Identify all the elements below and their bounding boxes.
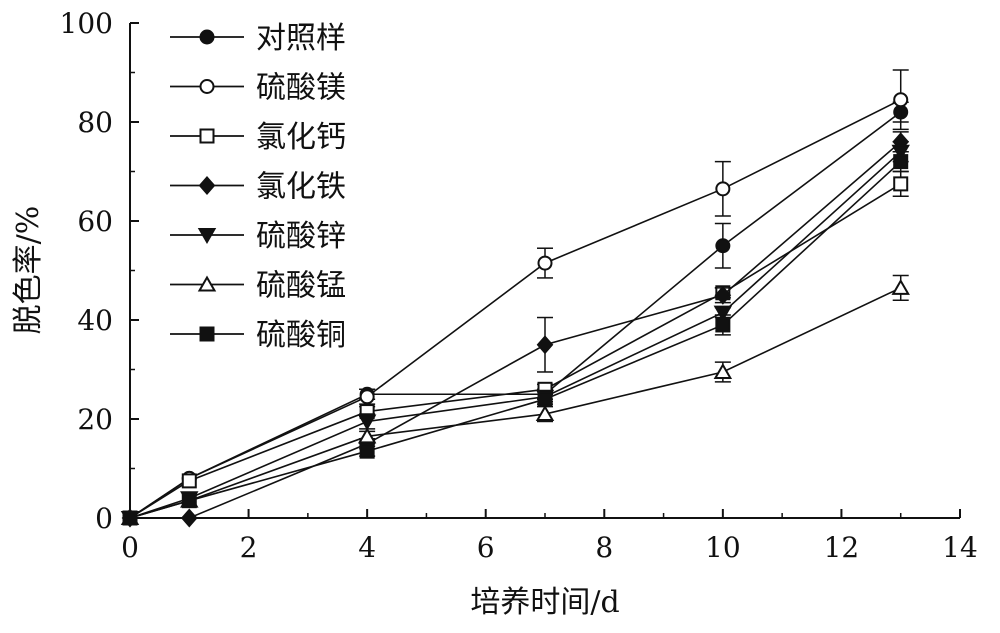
series-line: [129, 287, 902, 519]
y-tick-label-2: 40: [77, 304, 113, 337]
legend-marker: [199, 326, 215, 342]
legend-marker: [199, 29, 215, 45]
x-tick-label-2: 4: [358, 531, 376, 564]
y-axis-title: 脱色率/%: [11, 206, 46, 335]
legend-item-1: 对照样: [170, 21, 346, 56]
x-tick-label-5: 10: [705, 531, 741, 564]
x-tick-label-3: 6: [477, 531, 495, 564]
legend-label: 氯化钙: [256, 120, 346, 155]
legend-label: 硫酸锌: [256, 219, 346, 254]
data-point: [715, 317, 731, 333]
data-point: [535, 405, 555, 422]
data-point: [715, 181, 731, 197]
legend-item-5: 硫酸锌: [170, 219, 346, 254]
data-point: [714, 285, 732, 305]
data-point: [180, 508, 198, 528]
data-point: [537, 255, 553, 271]
y-tick-label-4: 80: [77, 106, 113, 139]
legend-label: 对照样: [256, 21, 346, 56]
legend-item-4: 氯化铁: [170, 170, 346, 205]
series-3: [122, 170, 909, 526]
legend-marker: [199, 79, 215, 94]
series-4: [121, 131, 910, 528]
x-tick-label-7: 14: [942, 531, 978, 564]
legend-item-7: 硫酸铜: [170, 318, 346, 353]
data-point: [181, 493, 197, 509]
x-tick-label-6: 12: [824, 531, 860, 564]
data-point: [359, 389, 375, 405]
series-line: [129, 183, 902, 519]
data-point: [359, 443, 375, 459]
data-point: [713, 362, 733, 379]
data-point: [536, 335, 554, 355]
legend-marker: [199, 128, 215, 144]
series-2: [122, 69, 909, 526]
data-point: [713, 305, 733, 322]
data-point: [891, 278, 910, 295]
y-tick-label-5: 100: [60, 7, 113, 40]
legend-label: 氯化铁: [256, 170, 346, 205]
data-point: [357, 427, 377, 444]
x-tick-label-1: 2: [240, 531, 258, 564]
legend-marker: [197, 228, 217, 245]
series-line: [129, 151, 902, 519]
data-point: [357, 414, 377, 431]
legend-marker: [198, 175, 216, 196]
data-point: [893, 92, 909, 108]
series-line: [129, 111, 902, 519]
legend-marker: [197, 275, 217, 292]
data-point: [893, 176, 909, 192]
legend-label: 硫酸铜: [256, 318, 346, 353]
y-tick-label-3: 60: [77, 205, 113, 238]
y-tick-label-1: 20: [77, 403, 113, 436]
series-line: [129, 161, 902, 519]
legend-label: 硫酸锰: [256, 269, 346, 304]
ticks: 0 2 4 6 8 10 12 14 0 20 40 60 80 100: [60, 7, 978, 564]
y-tick-label-0: 0: [95, 502, 113, 535]
data-point: [715, 238, 731, 254]
legend-item-3: 氯化钙: [170, 120, 346, 155]
x-tick-label-0: 0: [121, 531, 139, 564]
x-axis-title: 培养时间/d: [470, 585, 619, 620]
data-point: [181, 473, 197, 489]
data-point: [537, 391, 553, 407]
legend-item-6: 硫酸锰: [170, 269, 346, 304]
series-7: [122, 150, 909, 526]
data-point: [122, 510, 138, 526]
series-layer: [120, 69, 910, 528]
data-point: [893, 154, 909, 170]
legend-label: 硫酸镁: [256, 71, 346, 106]
x-tick-label-4: 8: [595, 531, 613, 564]
legend-item-2: 硫酸镁: [170, 71, 346, 106]
series-line: [130, 141, 902, 519]
series-line: [129, 99, 902, 519]
